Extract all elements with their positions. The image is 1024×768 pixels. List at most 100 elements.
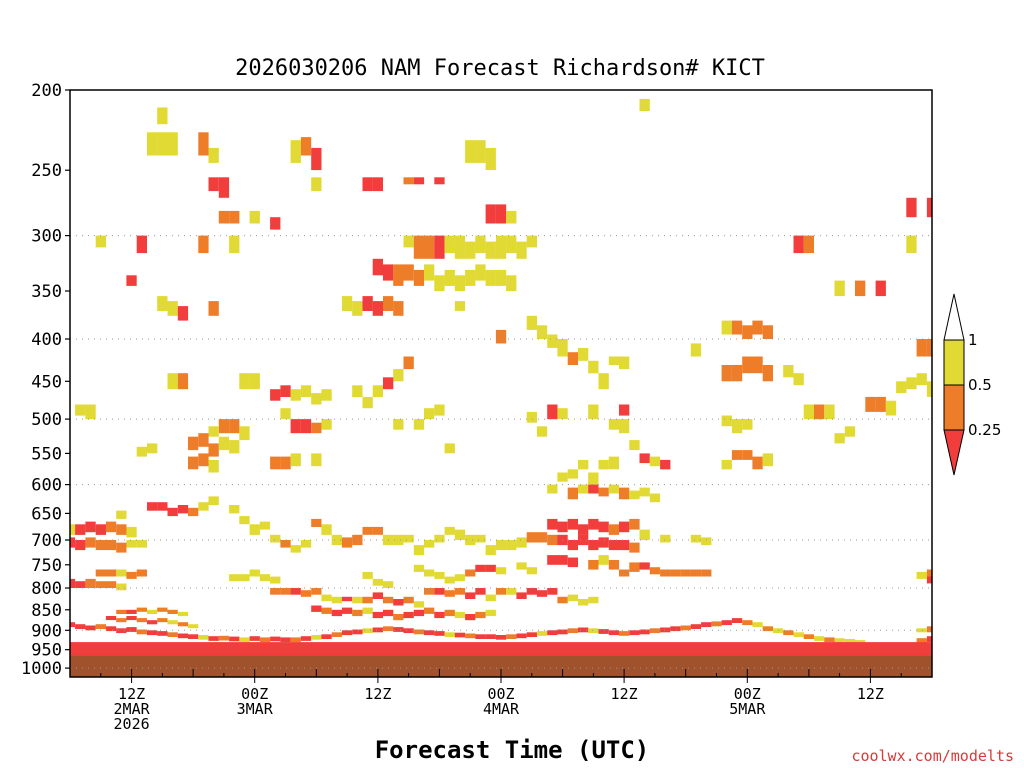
heatmap-cell <box>290 588 301 595</box>
heatmap-cell <box>352 629 363 635</box>
heatmap-cell <box>465 633 476 639</box>
heatmap-cell <box>639 98 650 111</box>
heatmap-cell <box>372 177 383 192</box>
heatmap-cell <box>926 626 932 633</box>
heatmap-cell <box>341 537 353 548</box>
heatmap-cell <box>454 275 466 291</box>
heatmap-cell <box>434 177 445 185</box>
heatmap-cell <box>567 557 578 568</box>
heatmap-cell <box>147 609 158 614</box>
heatmap-cell <box>311 147 322 171</box>
heatmap-cell <box>588 540 599 551</box>
heatmap-cell <box>639 453 650 464</box>
heatmap-cell <box>721 415 732 427</box>
heatmap-cell <box>352 385 363 397</box>
heatmap-cell <box>321 634 332 639</box>
heatmap-cell <box>393 301 404 316</box>
heatmap-cell <box>383 264 394 281</box>
heatmap-cell <box>352 596 363 604</box>
heatmap-cell <box>208 147 219 163</box>
heatmap-cell <box>198 502 209 511</box>
heatmap-cell <box>311 393 322 405</box>
heatmap-cell <box>147 630 158 636</box>
heatmap-cell <box>803 235 814 254</box>
heatmap-cell <box>752 456 763 470</box>
heatmap-cell <box>670 626 681 632</box>
heatmap-cell <box>752 356 763 374</box>
heatmap-cell <box>136 607 147 612</box>
heatmap-cell <box>608 560 620 570</box>
heatmap-cell <box>608 630 620 636</box>
heatmap-cell <box>403 534 414 543</box>
heatmap-cell <box>475 611 486 619</box>
heatmap-cell <box>926 574 932 584</box>
heatmap-cell <box>660 459 671 470</box>
heatmap-cell <box>239 373 250 390</box>
heatmap-cell <box>742 450 753 460</box>
heatmap-cell <box>126 526 137 538</box>
heatmap-cell <box>885 400 897 416</box>
heatmap-cell <box>249 210 260 224</box>
heatmap-cell <box>629 440 640 451</box>
heatmap-cell <box>372 526 383 535</box>
y-tick-label: 550 <box>31 444 62 464</box>
heatmap-cell <box>465 614 476 621</box>
heatmap-cell <box>557 596 568 604</box>
heatmap-cell <box>126 609 137 614</box>
heatmap-cell <box>198 235 209 254</box>
heatmap-cell <box>413 629 425 635</box>
heatmap-cell <box>465 592 476 599</box>
heatmap-cell <box>444 609 455 617</box>
surface-band-cell <box>70 642 932 656</box>
heatmap-cell <box>495 204 507 224</box>
y-tick-label: 1000 <box>21 659 62 679</box>
heatmap-cell <box>434 275 445 291</box>
heatmap-cell <box>731 419 743 434</box>
heatmap-cell <box>752 622 763 628</box>
heatmap-cell <box>690 569 702 577</box>
heatmap-cell <box>731 365 743 382</box>
heatmap-cell <box>916 339 927 357</box>
heatmap-cell <box>578 459 589 470</box>
heatmap-cell <box>598 537 609 548</box>
y-tick-label: 250 <box>31 161 62 181</box>
heatmap-cell <box>834 280 845 297</box>
y-tick-label: 800 <box>31 579 62 599</box>
heatmap-cell <box>239 516 250 525</box>
heatmap-cell <box>526 567 537 575</box>
heatmap-cell <box>465 534 476 546</box>
y-tick-label: 900 <box>31 621 62 641</box>
heatmap-cell <box>116 510 127 519</box>
heatmap-cell <box>639 529 650 540</box>
heatmap-cell <box>516 241 527 259</box>
heatmap-cell <box>300 590 312 597</box>
heatmap-cell <box>105 521 117 533</box>
heatmap-cell <box>578 347 589 361</box>
heatmap-cell <box>126 627 137 632</box>
colorbar-label-0.5: 0.5 <box>968 376 992 394</box>
heatmap-cell <box>362 177 373 192</box>
heatmap-cell <box>588 596 599 604</box>
y-tick-label: 750 <box>31 556 62 576</box>
heatmap-cell <box>393 534 404 546</box>
heatmap-cell <box>372 611 383 619</box>
heatmap-cell <box>218 210 230 224</box>
heatmap-cell <box>824 404 835 420</box>
heatmap-cell <box>403 264 414 281</box>
heatmap-cell <box>690 343 702 357</box>
heatmap-cell <box>393 419 404 430</box>
heatmap-cell <box>906 197 917 218</box>
heatmap-cell <box>608 456 620 470</box>
heatmap-cell <box>249 524 260 535</box>
heatmap-cell <box>721 365 732 382</box>
heatmap-cell <box>259 521 271 530</box>
heatmap-cell <box>526 632 537 637</box>
heatmap-cell <box>536 532 548 543</box>
heatmap-cell <box>341 296 353 311</box>
heatmap-cell <box>177 633 189 639</box>
heatmap-cell <box>362 396 373 409</box>
heatmap-cell <box>649 567 661 575</box>
heatmap-cell <box>680 625 691 631</box>
y-tick-label: 400 <box>31 330 62 350</box>
